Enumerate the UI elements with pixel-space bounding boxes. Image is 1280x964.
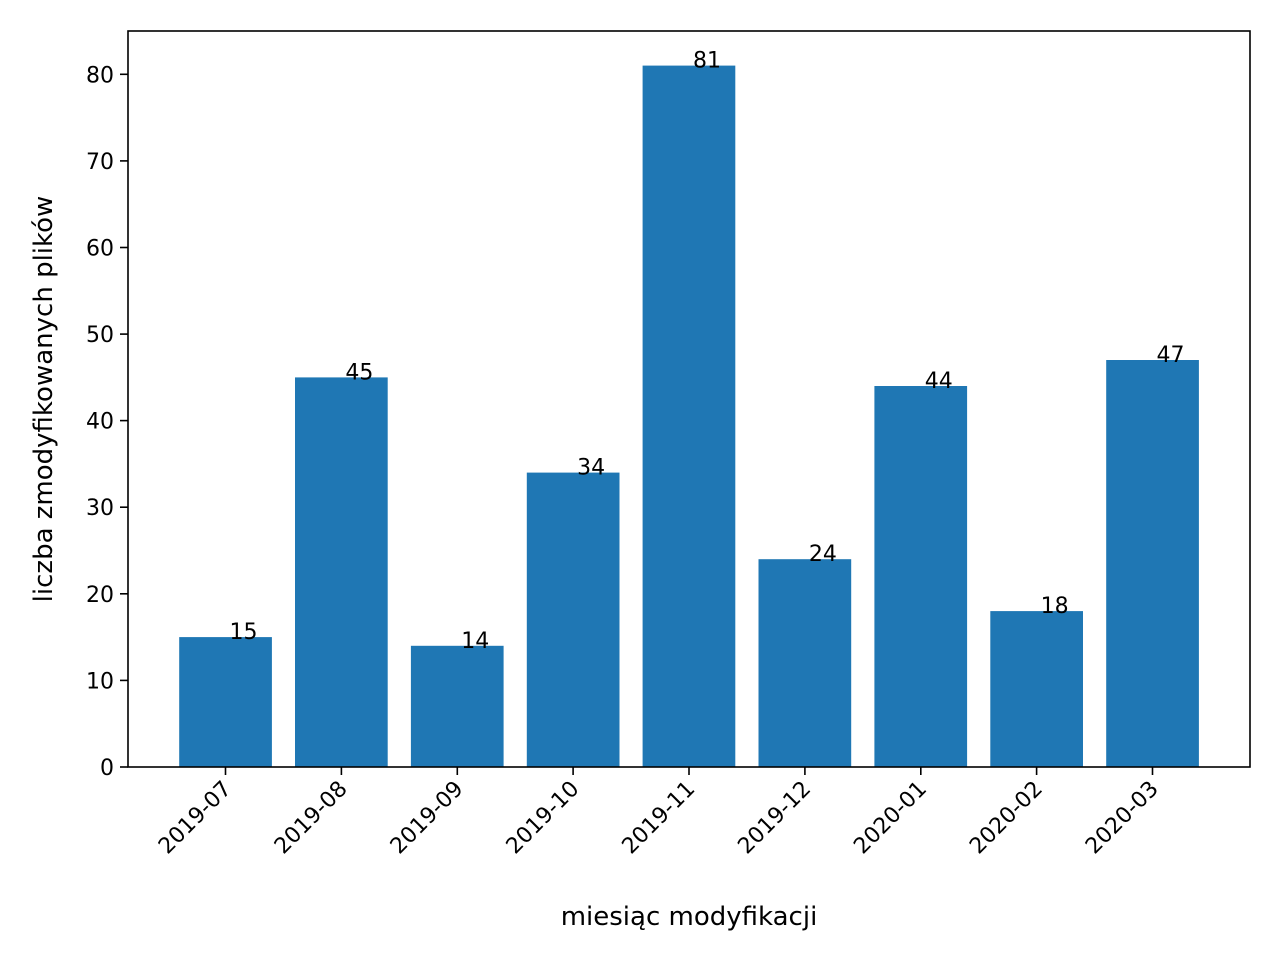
bar-value-label: 34	[577, 456, 605, 481]
x-tick-label: 2019-10	[502, 777, 585, 860]
x-tick-label: 2020-03	[1081, 777, 1164, 860]
bar-value-label: 45	[345, 360, 373, 385]
bar-2020-01	[874, 386, 968, 767]
x-tick-label: 2019-07	[154, 777, 237, 860]
y-tick-label: 30	[86, 496, 114, 521]
y-tick-label: 10	[86, 669, 114, 694]
bars-layer	[179, 65, 1199, 768]
bar-2019-08	[295, 377, 388, 767]
x-tick-label: 2020-02	[965, 777, 1048, 860]
bar-value-label: 15	[230, 620, 258, 645]
bar-2020-02	[990, 611, 1083, 767]
x-axis-label: miesiąc modyfikacji	[561, 902, 818, 932]
y-tick-label: 40	[86, 410, 114, 435]
bar-value-label: 18	[1041, 594, 1069, 619]
bar-value-label: 24	[809, 542, 837, 567]
bar-2020-03	[1106, 360, 1199, 767]
bar-value-label: 81	[693, 49, 721, 74]
bar-value-label: 14	[461, 629, 489, 654]
y-tick-label: 0	[100, 756, 114, 781]
bar-value-label: 47	[1157, 343, 1185, 368]
bar-2019-09	[410, 645, 504, 767]
bar-2019-12	[758, 559, 852, 767]
y-tick-label: 70	[86, 150, 114, 175]
bar-value-labels: 15 45 14 34 81 24 44 18 47	[230, 49, 1185, 654]
x-tick-label: 2019-09	[386, 777, 469, 860]
bar-2019-10	[526, 472, 620, 767]
y-tick-label: 60	[86, 237, 114, 262]
y-tick-label: 50	[86, 323, 114, 348]
y-axis-label: liczba zmodyfikowanych plików	[29, 196, 59, 603]
x-axis: 2019-07 2019-08 2019-09 2019-10 2019-11 2019-…	[154, 767, 1164, 859]
bar-2019-07	[179, 637, 272, 767]
x-tick-label: 2020-01	[849, 777, 932, 860]
y-axis: 0 10 20 30 40 50 60 70 80	[86, 63, 128, 781]
x-tick-label: 2019-11	[618, 777, 701, 860]
y-tick-label: 20	[86, 583, 114, 608]
x-tick-label: 2019-12	[733, 777, 816, 860]
bar-value-label: 44	[925, 369, 953, 394]
bar-2019-11	[642, 65, 736, 768]
y-tick-label: 80	[86, 63, 114, 88]
x-tick-label: 2019-08	[270, 777, 353, 860]
